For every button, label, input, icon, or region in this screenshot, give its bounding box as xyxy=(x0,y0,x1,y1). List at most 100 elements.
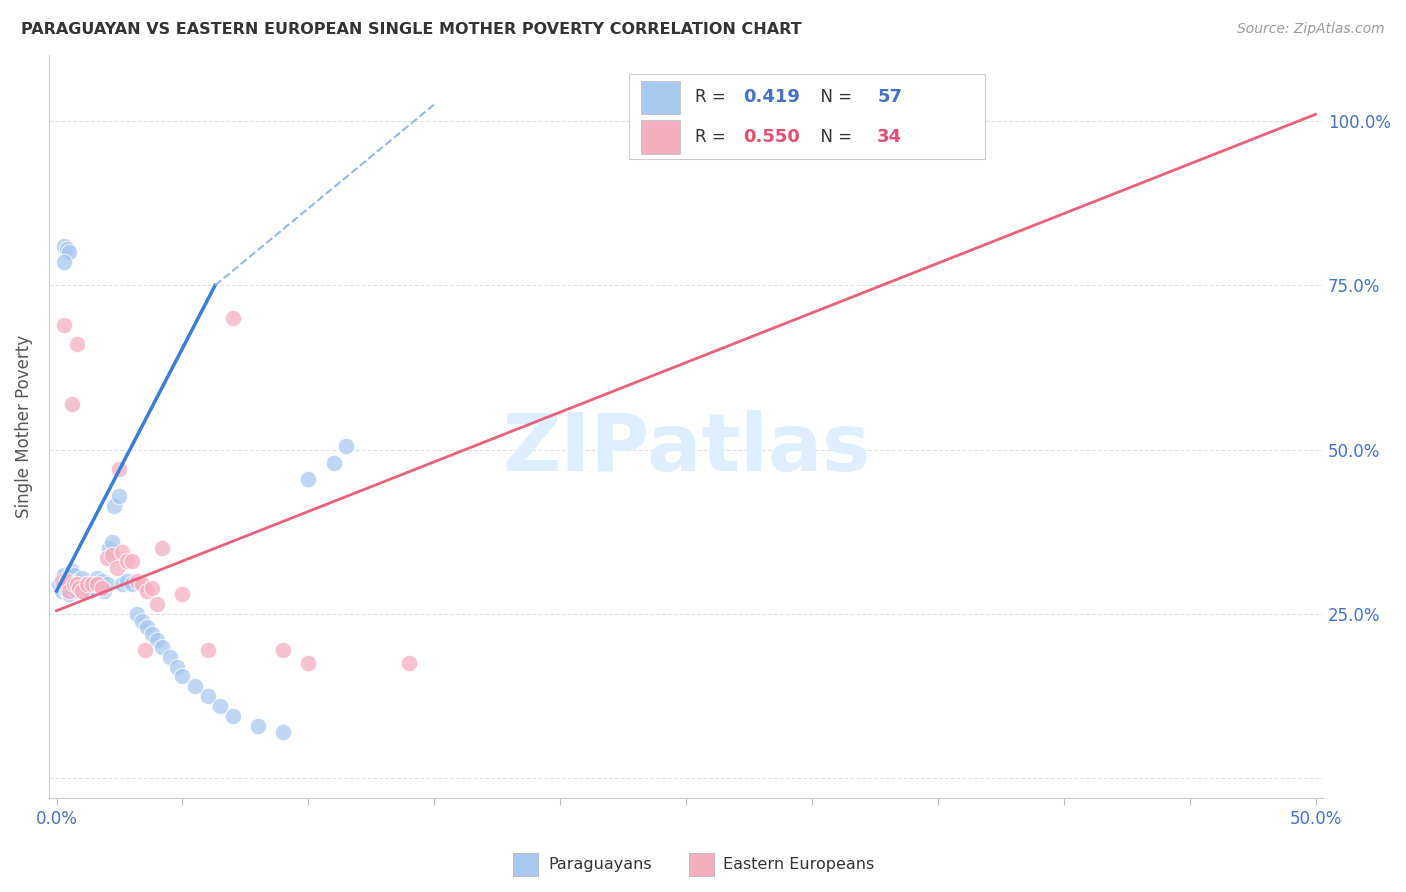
Point xyxy=(246,719,269,733)
Text: Source: ZipAtlas.com: Source: ZipAtlas.com xyxy=(1237,22,1385,37)
Point xyxy=(146,597,169,611)
Point xyxy=(141,581,163,595)
Point xyxy=(115,554,138,568)
Point xyxy=(80,577,103,591)
Point xyxy=(55,571,77,585)
Point xyxy=(90,581,112,595)
Point xyxy=(121,577,143,591)
Point xyxy=(58,587,80,601)
Text: ZIPatlas: ZIPatlas xyxy=(502,410,870,488)
Point xyxy=(297,472,319,486)
Point xyxy=(53,318,76,332)
Point xyxy=(197,643,219,657)
Text: PARAGUAYAN VS EASTERN EUROPEAN SINGLE MOTHER POVERTY CORRELATION CHART: PARAGUAYAN VS EASTERN EUROPEAN SINGLE MO… xyxy=(21,22,801,37)
Point xyxy=(121,554,143,568)
Point xyxy=(111,577,134,591)
Text: 0.550: 0.550 xyxy=(744,128,800,146)
Point xyxy=(67,581,90,595)
Text: Eastern Europeans: Eastern Europeans xyxy=(723,857,875,872)
Point xyxy=(136,584,159,599)
Point xyxy=(197,690,219,704)
Point xyxy=(66,584,89,599)
Point xyxy=(101,548,124,562)
Point xyxy=(111,544,134,558)
Point xyxy=(60,564,83,578)
Point xyxy=(60,396,83,410)
Point xyxy=(222,709,245,723)
Point xyxy=(53,574,76,589)
Point xyxy=(58,584,80,599)
Point xyxy=(90,574,112,589)
Point xyxy=(63,577,86,591)
FancyBboxPatch shape xyxy=(628,74,986,159)
Point xyxy=(96,551,118,566)
Text: Paraguayans: Paraguayans xyxy=(548,857,652,872)
Point xyxy=(108,489,131,503)
Point xyxy=(55,242,77,256)
Point xyxy=(70,571,93,585)
Point xyxy=(101,534,124,549)
Point xyxy=(105,561,128,575)
Point xyxy=(73,581,96,595)
Point xyxy=(115,574,138,589)
Point xyxy=(86,571,108,585)
Text: 0.419: 0.419 xyxy=(744,88,800,106)
Point xyxy=(96,577,118,591)
Text: 57: 57 xyxy=(877,88,903,106)
Point xyxy=(86,577,108,591)
Point xyxy=(70,584,93,599)
Point xyxy=(146,633,169,648)
Text: N =: N = xyxy=(810,88,858,106)
Point xyxy=(150,640,173,654)
Text: 34: 34 xyxy=(877,128,903,146)
Point xyxy=(53,239,76,253)
Point xyxy=(66,337,89,351)
Y-axis label: Single Mother Poverty: Single Mother Poverty xyxy=(15,335,32,518)
Point xyxy=(184,679,207,693)
Point xyxy=(60,581,83,595)
Point xyxy=(58,245,80,260)
Point xyxy=(89,577,111,591)
Point xyxy=(83,581,105,595)
Point xyxy=(51,571,73,585)
Point xyxy=(80,577,103,591)
Point xyxy=(103,499,125,513)
Point xyxy=(222,311,245,326)
Point xyxy=(66,577,89,591)
Point xyxy=(67,577,90,591)
Point xyxy=(271,725,294,739)
Point xyxy=(127,574,149,589)
Point xyxy=(53,255,76,269)
Text: R =: R = xyxy=(695,88,731,106)
Point xyxy=(131,614,153,628)
Point xyxy=(70,584,93,599)
Point xyxy=(136,620,159,634)
Point xyxy=(271,643,294,657)
Point xyxy=(141,626,163,640)
Point xyxy=(55,574,77,589)
Point xyxy=(159,649,181,664)
Point xyxy=(322,456,344,470)
Point xyxy=(51,574,73,589)
Point xyxy=(127,607,149,621)
Point xyxy=(150,541,173,556)
Point xyxy=(172,587,194,601)
Point xyxy=(131,577,153,591)
Point xyxy=(51,584,73,599)
Point xyxy=(76,577,98,591)
Point xyxy=(53,567,76,582)
Point xyxy=(172,669,194,683)
Point xyxy=(398,657,420,671)
Point xyxy=(63,567,86,582)
Point xyxy=(48,577,70,591)
Point xyxy=(55,584,77,599)
Point xyxy=(63,577,86,591)
Text: R =: R = xyxy=(695,128,731,146)
Point xyxy=(335,439,357,453)
Point xyxy=(77,584,100,599)
Point xyxy=(108,462,131,476)
Point xyxy=(93,584,115,599)
Point xyxy=(58,574,80,589)
FancyBboxPatch shape xyxy=(641,120,679,153)
Point xyxy=(134,643,156,657)
